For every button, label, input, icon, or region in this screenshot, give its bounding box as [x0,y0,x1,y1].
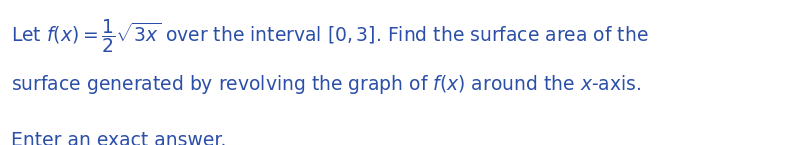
Text: Let $f(x) = \dfrac{1}{2}\sqrt{3x}$ over the interval $[0, 3]$. Find the surface : Let $f(x) = \dfrac{1}{2}\sqrt{3x}$ over … [11,17,648,55]
Text: Enter an exact answer.: Enter an exact answer. [11,130,226,145]
Text: surface generated by revolving the graph of $f(x)$ around the $x$-axis.: surface generated by revolving the graph… [11,72,641,96]
